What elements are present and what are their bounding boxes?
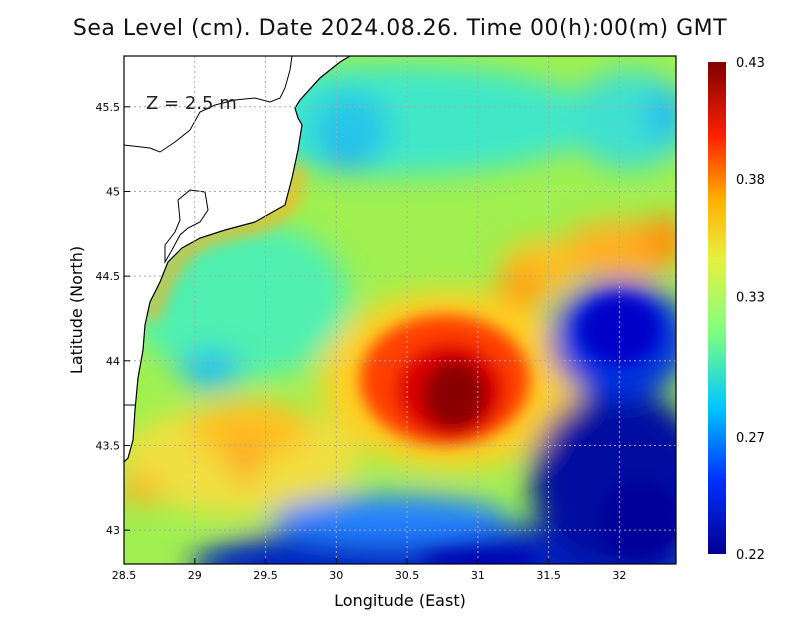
y-tick-label: 44 [106,355,120,368]
y-tick-label: 44.5 [96,270,121,283]
depth-label: Z = 2.5 m [146,93,237,114]
x-tick-label: 28.5 [112,569,137,582]
plot-frame [123,55,677,565]
x-tick-label: 31 [471,569,485,582]
colorbar-label: 0.22 [736,548,765,563]
y-ticks: 43 43.5 44 44.5 45 45.5 [96,101,130,537]
colorbar-labels: 0.43 0.38 0.33 0.27 0.22 [736,56,765,563]
land-area [124,56,350,462]
y-tick-label: 43 [106,524,120,537]
sea-level-field [124,56,676,564]
x-tick-label: 30 [329,569,343,582]
border-line [124,56,293,153]
grid [124,56,676,564]
lagoon-outline [164,189,209,264]
x-tick-label: 30.5 [395,569,420,582]
x-tick-label: 29 [188,569,202,582]
x-tick-label: 32 [612,569,626,582]
colorbar-label: 0.33 [736,290,765,305]
chart-title: Sea Level (cm). Date 2024.08.26. Time 00… [72,16,728,41]
x-ticks: 28.5 29 29.5 30 30.5 31 31.5 32 [112,558,626,582]
y-tick-label: 45.5 [96,101,121,114]
y-tick-label: 43.5 [96,439,121,452]
y-tick-label: 45 [106,185,120,198]
colorbar [708,62,726,554]
colorbar-label: 0.27 [736,431,765,446]
x-tick-label: 31.5 [536,569,561,582]
x-axis-label: Longitude (East) [334,591,466,610]
y-axis-label: Latitude (North) [67,246,86,374]
x-tick-label: 29.5 [253,569,278,582]
colorbar-label: 0.38 [736,173,765,188]
colorbar-label: 0.43 [736,56,765,71]
